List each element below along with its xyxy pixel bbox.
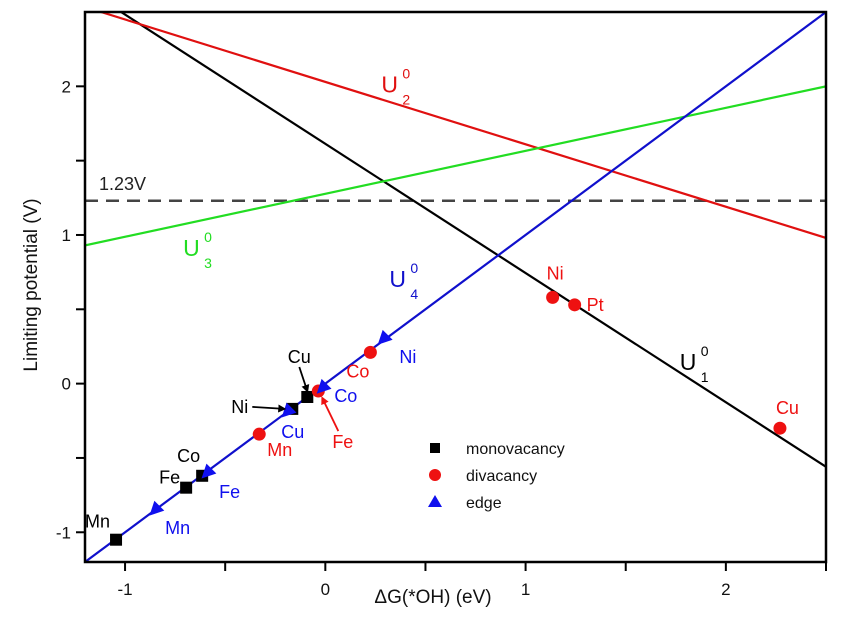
line-label-sub: 1 [701,369,709,385]
line-u2 [100,12,826,239]
point-divacancy-cu [773,421,787,435]
point-divacancy-pt [568,298,582,312]
ticks-layer: -1 0 1 2 -1 0 1 2 [56,77,827,599]
point-label-divacancy-fe: Fe [332,432,353,452]
y-tick-label: -1 [56,523,71,542]
point-edge-mn [149,500,165,516]
legend-circle-icon [429,469,441,481]
line-label-base: U [381,71,398,97]
legend: monovacancy divacancy edge [428,441,565,512]
point-label-monovacancy-mn: Mn [85,512,110,532]
line-u4 [85,12,826,562]
point-label-monovacancy-co: Co [177,446,200,466]
point-label-divacancy-co: Co [346,361,369,381]
legend-triangle-icon [428,495,442,507]
x-tick-label: 1 [521,580,530,599]
line-label-base: U [389,266,406,292]
line-label-sub: 3 [204,255,212,271]
point-label-monovacancy-ni: Ni [231,397,248,417]
y-tick-label: 2 [62,77,71,96]
x-tick-label: 0 [321,580,330,599]
point-label-divacancy-mn: Mn [267,440,292,460]
line-u1 [120,12,826,468]
line-label-sub: 2 [402,91,410,107]
y-axis-title: Limiting potential (V) [21,198,42,371]
pointer-arrow [321,396,340,432]
point-label-monovacancy-fe: Fe [159,468,180,488]
line-label-u4: U 0 4 [389,260,418,302]
line-label-sup: 0 [402,65,410,81]
reference-line-label: 1.23V [99,174,146,194]
point-label-edge-mn: Mn [165,518,190,538]
y-tick-label: 0 [62,375,71,394]
legend-square-icon [430,443,440,453]
line-u3 [85,85,826,247]
point-label-edge-cu: Cu [281,422,304,442]
line-label-u2: U 0 2 [381,65,410,107]
line-label-sup: 0 [204,229,212,245]
line-label-sub: 4 [410,286,418,302]
plot-frame [83,10,828,564]
legend-label-monovacancy: monovacancy [466,441,565,458]
point-label-edge-fe: Fe [219,482,240,502]
line-label-base: U [680,349,697,375]
point-label-divacancy-cu: Cu [776,398,799,418]
line-label-sup: 0 [701,343,709,359]
line-label-base: U [183,235,200,261]
markers-layer [110,290,787,546]
point-label-edge-ni: Ni [399,347,416,367]
x-tick-label: -1 [117,580,132,599]
point-label-monovacancy-cu: Cu [288,347,311,367]
point-label-divacancy-ni: Ni [547,263,564,283]
legend-label-divacancy: divacancy [466,468,537,485]
line-label-u1: U 0 1 [680,343,709,385]
line-label-u3: U 0 3 [183,229,212,271]
point-monovacancy-mn [110,533,123,546]
pointer-arrow [298,366,310,393]
point-divacancy-ni [546,290,560,304]
point-label-edge-co: Co [334,386,357,406]
lines-layer [85,12,826,562]
x-tick-label: 2 [721,580,730,599]
point-monovacancy-cu [301,391,314,403]
pointer-arrow [252,404,287,413]
legend-label-edge: edge [466,495,502,512]
point-monovacancy-fe [180,481,193,494]
x-axis-title: ΔG(*OH) (eV) [374,587,491,608]
point-divacancy-mn [252,427,266,441]
y-tick-label: 1 [62,226,71,245]
line-label-sup: 0 [410,260,418,276]
point-divacancy-co [363,345,377,359]
point-label-divacancy-pt: Pt [587,295,604,315]
